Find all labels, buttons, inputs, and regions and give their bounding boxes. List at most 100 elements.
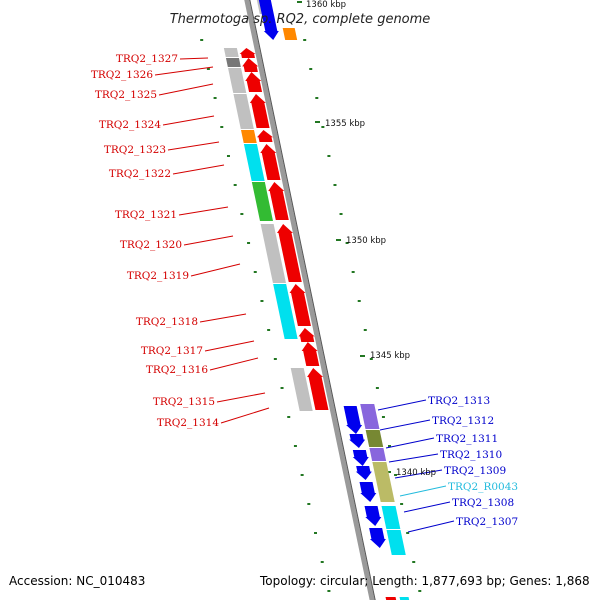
cog-block — [360, 404, 380, 429]
leader-line — [167, 141, 220, 151]
cog-block — [365, 430, 384, 447]
leader-line — [388, 453, 439, 463]
cog-block — [228, 68, 247, 93]
gene-arrow — [277, 224, 302, 282]
leader-line — [220, 407, 270, 424]
label-leaders — [154, 57, 455, 533]
gene-label[interactable]: TRQ2_1314 — [157, 417, 219, 429]
gene-arrow — [369, 528, 386, 548]
gene-label[interactable]: TRQ2_1319 — [127, 270, 189, 282]
leader-line — [399, 485, 447, 497]
cog-block — [273, 284, 298, 339]
gene-label[interactable]: TRQ2_1322 — [109, 168, 171, 180]
gene-arrow — [359, 482, 377, 502]
cog-block — [251, 182, 273, 221]
gene-label[interactable]: TRQ2_1323 — [104, 144, 166, 156]
leader-line — [204, 340, 255, 352]
gene-arrow — [289, 284, 311, 326]
gene-arrow — [242, 58, 259, 72]
cog-block — [369, 448, 387, 461]
scale-label-1345: 1345 kbp — [370, 351, 410, 361]
gene-label[interactable]: TRQ2_1325 — [95, 89, 157, 101]
gene-label[interactable]: TRQ2_1317 — [141, 345, 203, 357]
leader-line — [172, 164, 225, 175]
rna-gene-label[interactable]: TRQ2_R0043 — [448, 481, 518, 493]
leader-line — [199, 313, 247, 323]
leader-line — [178, 206, 229, 216]
scale-label-1360: 1360 kbp — [306, 0, 346, 10]
gene-arrow — [245, 72, 263, 92]
leader-line — [158, 83, 214, 96]
gene-arrow — [256, 130, 273, 142]
genome-title: Thermotoga sp. RQ2, complete genome — [170, 12, 431, 27]
gene-label[interactable]: TRQ2_1326 — [91, 69, 153, 81]
gene-label[interactable]: TRQ2_1308 — [452, 497, 514, 509]
leader-line — [162, 115, 215, 126]
scale-labels: 1360 kbp 1355 kbp 1350 kbp 1345 kbp 1340… — [306, 0, 436, 478]
leader-line — [183, 235, 234, 246]
gene-label[interactable]: TRQ2_1321 — [115, 209, 177, 221]
gene-label[interactable]: TRQ2_1307 — [456, 516, 518, 528]
gene-label[interactable]: TRQ2_1310 — [440, 449, 502, 461]
gene-arrow — [239, 48, 256, 58]
leader-line — [379, 419, 431, 431]
gene-arrow — [343, 406, 363, 434]
cog-block — [225, 58, 241, 67]
scale-track — [200, 1, 422, 592]
cog-block — [381, 506, 401, 529]
gene-label[interactable]: TRQ2_1316 — [146, 364, 208, 376]
gene-label[interactable]: TRQ2_1313 — [428, 395, 490, 407]
gene-arrow — [298, 328, 315, 342]
cog-block — [223, 48, 239, 57]
gene-arrow — [249, 94, 270, 128]
leader-line — [385, 437, 435, 449]
cog-block — [233, 94, 254, 129]
gene-label[interactable]: TRQ2_1327 — [116, 53, 178, 65]
gene-label[interactable]: TRQ2_1315 — [153, 396, 215, 408]
genome-backbone — [244, 0, 376, 600]
scale-label-1355: 1355 kbp — [325, 119, 365, 129]
gene-label[interactable]: TRQ2_1320 — [120, 239, 182, 251]
gene-arrows — [239, 0, 397, 600]
cog-block — [240, 130, 257, 143]
gene-arrow — [385, 597, 397, 600]
leader-line — [216, 392, 266, 403]
cog-block — [372, 462, 395, 502]
cog-block — [290, 368, 313, 411]
leader-line — [179, 57, 209, 60]
leader-line — [407, 520, 455, 533]
gene-arrow — [260, 144, 281, 180]
gene-label[interactable]: TRQ2_1318 — [136, 316, 198, 328]
leader-line — [394, 469, 443, 479]
gene-label[interactable]: TRQ2_1311 — [436, 433, 498, 445]
cog-block — [282, 28, 298, 40]
cog-blocks — [223, 0, 410, 600]
scale-label-1350: 1350 kbp — [346, 236, 386, 246]
leader-line — [377, 399, 427, 411]
gene-arrow — [355, 466, 372, 480]
gene-arrow — [352, 450, 369, 466]
cog-block — [386, 530, 406, 555]
leader-line — [154, 66, 214, 76]
gene-arrow — [258, 0, 279, 40]
gene-label[interactable]: TRQ2_1309 — [444, 465, 506, 477]
gene-arrow — [268, 182, 289, 220]
leader-line — [190, 263, 241, 277]
reverse-gene-labels: TRQ2_1327 TRQ2_1326 TRQ2_1325 TRQ2_1324 … — [91, 53, 219, 429]
cog-block — [399, 597, 410, 600]
cog-block — [260, 224, 286, 283]
topology-text: Topology: circular; Length: 1,877,693 bp… — [260, 574, 590, 588]
cog-block — [243, 144, 265, 181]
gene-arrow — [364, 506, 382, 526]
gene-arrow — [349, 434, 366, 448]
gene-arrow — [301, 342, 320, 366]
gene-label[interactable]: TRQ2_1324 — [99, 119, 161, 131]
forward-gene-labels: TRQ2_1313 TRQ2_1312 TRQ2_1311 TRQ2_1310 … — [428, 395, 518, 528]
scale-label-1340: 1340 kbp — [396, 468, 436, 478]
leader-line — [403, 501, 451, 513]
gene-arrow — [307, 368, 329, 410]
gene-label[interactable]: TRQ2_1312 — [432, 415, 494, 427]
leader-line — [209, 357, 259, 371]
accession-text: Accession: NC_010483 — [9, 574, 146, 588]
